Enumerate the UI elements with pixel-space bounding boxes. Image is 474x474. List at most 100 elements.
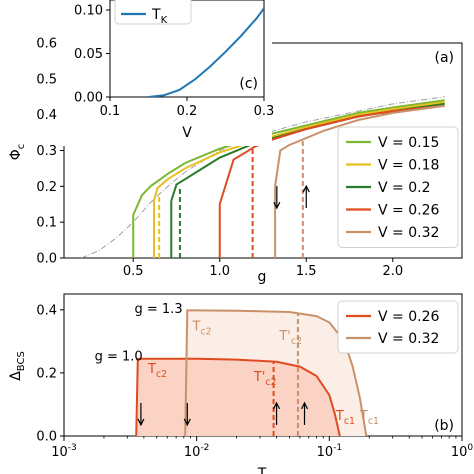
legend-entry-sub: K xyxy=(161,15,168,26)
annotation-label: Tc1 xyxy=(335,409,355,427)
x-tick-label: 10-1 xyxy=(317,443,343,460)
x-tick-label: 0.5 xyxy=(123,264,144,279)
x-tick-exponent: -2 xyxy=(200,443,209,453)
annotation-label-main: T xyxy=(191,319,200,334)
panel-c-inset: 0.1 0.2 0.3 0.00 0.05 0.10 (c) V TK xyxy=(60,0,274,146)
x-tick-label: 10-3 xyxy=(51,443,77,460)
annotation-label-main: T xyxy=(335,409,344,424)
arrow-down-head xyxy=(273,201,281,210)
arrow-down-head xyxy=(137,418,145,427)
panel-a-ylabel-main: Φ xyxy=(8,149,24,160)
legend-entry: V = 0.18 xyxy=(378,158,439,174)
y-tick-label: 0.3 xyxy=(36,144,57,159)
legend-entry: V = 0.26 xyxy=(378,309,439,325)
legend-box xyxy=(114,0,192,25)
panel-b-ylabel: ΔBCS xyxy=(8,351,27,381)
panel-b-curves xyxy=(135,309,368,436)
x-tick-label: 1.5 xyxy=(296,264,317,279)
annotation-label-main: T' xyxy=(278,329,291,344)
annotation-label-main: g = 1.0 xyxy=(95,349,143,364)
annotation-label-main: T xyxy=(359,409,368,424)
arrow-down-head xyxy=(183,418,191,427)
panel-c-legend: TK xyxy=(114,0,192,26)
panel-a-legend: V = 0.15 V = 0.18 V = 0.2 V = 0.26 V = 0.32 xyxy=(337,126,459,248)
panel-a-ylabel: Φc xyxy=(8,144,27,161)
x-tick-base: 10 xyxy=(51,445,68,460)
panel-c-curves xyxy=(148,7,264,97)
series-line xyxy=(132,99,445,216)
y-tick-label: 0.2 xyxy=(36,180,57,195)
series-line xyxy=(184,309,368,436)
panel-b-ylabel-sub: BCS xyxy=(16,351,27,371)
arrow-up-head xyxy=(300,401,309,410)
x-tick-exponent: -1 xyxy=(333,443,342,453)
y-tick-label: 0.1 xyxy=(36,216,57,231)
legend-entry-main: T xyxy=(151,7,161,23)
legend-entry: V = 0.32 xyxy=(378,225,439,241)
legend-entry: V = 0.26 xyxy=(378,203,439,219)
annotation-label-sub: c2 xyxy=(265,377,276,388)
panel-b-label: (b) xyxy=(434,418,454,434)
x-tick-base: 10 xyxy=(184,445,201,460)
annotation-label: Tc2 xyxy=(191,319,211,337)
y-tick-label: 0.05 xyxy=(74,47,103,62)
annotation-label-main: g = 1.3 xyxy=(135,302,183,317)
y-tick-label: 0.4 xyxy=(36,108,57,123)
annotation-label-sub: c2 xyxy=(200,326,211,337)
legend-entry: V = 0.15 xyxy=(378,135,439,151)
y-tick-label: 0.4 xyxy=(36,303,57,318)
legend-entry: V = 0.32 xyxy=(378,331,439,347)
series-line xyxy=(153,101,445,201)
arrow-up-head xyxy=(302,184,310,193)
x-tick-label: 0.1 xyxy=(100,104,121,119)
annotation-label-sub: c2 xyxy=(156,369,167,380)
panel-b-ylabel-main: Δ xyxy=(8,371,24,381)
x-tick-label: 1.0 xyxy=(209,264,230,279)
annotation-label: g = 1.0 xyxy=(95,349,143,364)
panel-a-ticks: 0.5 1.0 1.5 2.0 0.0 0.1 0.2 0.3 0.4 0.5 0.6 xyxy=(36,37,403,280)
annotation-label: T'c2 xyxy=(278,329,302,347)
x-tick-exponent: 0 xyxy=(467,443,473,453)
annotation-label: Tc2 xyxy=(147,362,167,380)
panel-c-label: (c) xyxy=(239,76,258,92)
panel-a-ylabel-sub: c xyxy=(16,144,27,150)
series-line xyxy=(274,104,445,187)
arrow-up-head xyxy=(273,401,281,410)
x-tick-exponent: -3 xyxy=(68,443,77,453)
panel-a-label: (a) xyxy=(434,50,454,66)
y-tick-label: 0.0 xyxy=(36,252,57,267)
x-tick-label: 0.2 xyxy=(177,104,198,119)
panel-a-arrows xyxy=(273,184,310,210)
annotation-label-main: T xyxy=(147,362,156,377)
y-tick-label: 0.6 xyxy=(36,37,57,52)
legend-box xyxy=(337,300,459,354)
annotation-label-main: T' xyxy=(253,370,266,385)
reference-curve xyxy=(81,96,445,258)
annotation-label-sub: c2 xyxy=(291,336,302,347)
annotation-label-sub: c1 xyxy=(344,416,355,427)
legend-entry: V = 0.2 xyxy=(378,180,430,196)
y-tick-label: 0.2 xyxy=(36,366,57,381)
x-tick-label: 100 xyxy=(451,443,474,460)
y-tick-label: 0.5 xyxy=(36,72,57,87)
x-tick-label: 0.3 xyxy=(254,104,275,119)
x-tick-base: 10 xyxy=(451,445,468,460)
annotation-label-sub: c1 xyxy=(368,416,379,427)
x-tick-label: 10-2 xyxy=(184,443,210,460)
panel-a-xlabel: g xyxy=(258,269,267,285)
panel-b-legend: V = 0.26 V = 0.32 xyxy=(337,300,459,354)
legend-box xyxy=(337,126,459,248)
annotation-label: Tc1 xyxy=(359,409,379,427)
panel-b-arrows xyxy=(137,401,309,427)
legend-entry: TK xyxy=(151,7,168,26)
y-tick-label: 0.10 xyxy=(74,4,103,19)
panel-b-xlabel: T xyxy=(257,466,267,474)
annotation-label: T'c2 xyxy=(253,370,277,388)
panel-c-xlabel: V xyxy=(182,125,192,141)
y-tick-label: 0.00 xyxy=(74,91,103,106)
series-line xyxy=(148,7,264,97)
